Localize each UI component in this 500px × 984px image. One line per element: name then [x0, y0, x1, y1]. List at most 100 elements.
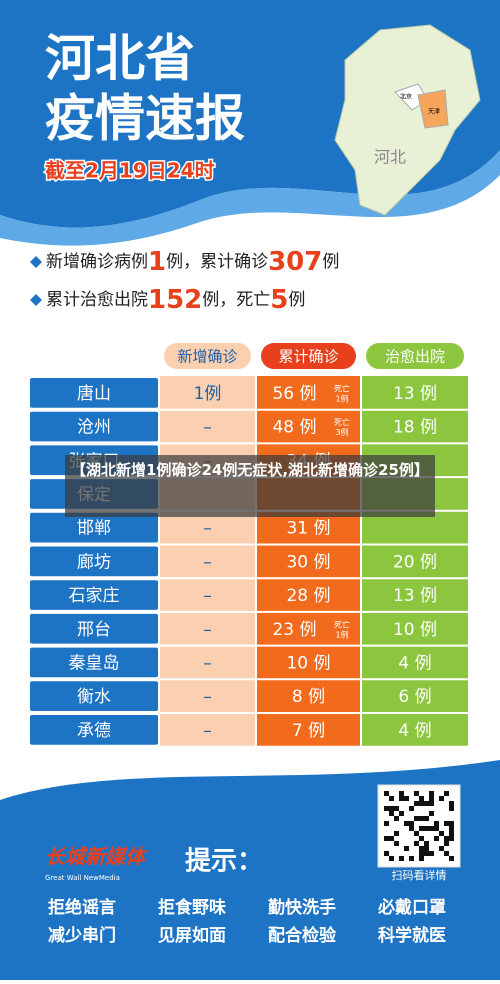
qr-cell [389, 856, 394, 861]
qr-cell [384, 821, 389, 826]
total-value: 7 例 [292, 721, 325, 741]
total-value: 10 例 [286, 653, 330, 673]
qr-cell [384, 806, 389, 811]
qr-cell [419, 796, 424, 801]
qr-cell [434, 821, 439, 826]
city-name: 承德 [77, 721, 111, 741]
qr-cell [439, 796, 444, 801]
qr-cell [404, 821, 409, 826]
qr-cell [394, 831, 399, 836]
qr-cell [414, 801, 419, 806]
qr-cell [414, 841, 419, 846]
new-value: – [203, 586, 212, 606]
qr-cell [414, 791, 419, 796]
qr-cell [419, 851, 424, 856]
qr-cell [429, 791, 434, 796]
tip: 勤快洗手 [268, 897, 336, 918]
new-value: – [203, 620, 212, 640]
qr-cell [414, 831, 419, 836]
qr-cell [419, 816, 424, 821]
total-value: 56 例 [272, 384, 316, 404]
cured-value: 6 例 [398, 687, 431, 707]
qr-cell [444, 841, 449, 846]
tip: 科学就医 [378, 925, 446, 946]
summary-text: 例，累计确诊 [166, 252, 268, 272]
qr-cell [384, 836, 389, 841]
overlay-wrap: 【湖北新增1例确诊24例无症状,湖北新增确诊25例】 [71, 461, 429, 479]
map-shape [334, 24, 481, 216]
city-cell [30, 715, 158, 745]
qr-cell [419, 846, 424, 851]
total-value: 31 例 [286, 519, 330, 539]
bullet [30, 256, 42, 268]
brand-en: Great Wall NewMedia [45, 874, 120, 882]
city-name: 石家庄 [69, 586, 120, 606]
summary-text: 新增确诊病例 [46, 252, 148, 272]
tip: 配合检验 [268, 925, 337, 946]
qr-cell [409, 821, 414, 826]
qr-cell [434, 826, 439, 831]
qr-cell [449, 806, 454, 811]
qr-cell [424, 801, 429, 806]
death-note: 1例 [335, 629, 348, 639]
qr-cell [429, 851, 434, 856]
qr-cell [419, 856, 424, 861]
cured-value: 18 例 [393, 418, 437, 438]
city-cell [30, 580, 158, 610]
qr-cell [419, 836, 424, 841]
map-label: 北京 [400, 93, 412, 101]
death-note: 1例 [335, 393, 348, 403]
qr-cell [389, 836, 394, 841]
column-bg [362, 376, 468, 747]
qr-cell [399, 791, 404, 796]
qr-cell [439, 831, 444, 836]
qr-cell [449, 821, 454, 826]
column-bg [257, 376, 360, 747]
summary-line: 累计治愈出院152例，死亡5例 [46, 285, 305, 315]
qr-cell [404, 846, 409, 851]
qr-cell [404, 796, 409, 801]
death-note: 3例 [335, 427, 348, 437]
qr-cell [424, 841, 429, 846]
map-label: 天津 [428, 109, 440, 116]
title: 疫情速报 [45, 90, 245, 148]
city-cell [30, 512, 158, 543]
city-cell [30, 411, 158, 442]
new-value: – [203, 687, 212, 707]
cured-value: 4 例 [398, 653, 431, 673]
total-value: 28 例 [286, 586, 330, 606]
map-label: 河北 [374, 148, 406, 167]
header-label: 累计确诊 [278, 348, 338, 366]
summary-text: 例 [288, 290, 305, 310]
summary-number: 307 [268, 247, 322, 277]
date: 截至2月19日24时 [45, 159, 215, 183]
qr-cell [449, 801, 454, 806]
summary-text: 例 [322, 252, 339, 272]
tip: 必戴口罩 [377, 897, 446, 918]
tip: 见屏如面 [158, 925, 226, 946]
tip: 拒食野味 [158, 897, 226, 918]
qr-cell [414, 816, 419, 821]
cured-value: 20 例 [393, 552, 437, 572]
qr-cell [424, 826, 429, 831]
qr-cell [399, 796, 404, 801]
city-name: 邢台 [77, 620, 111, 640]
death-note: 死亡 [334, 417, 350, 427]
qr-cell [394, 841, 399, 846]
death-note: 死亡 [334, 619, 350, 629]
total-value: 30 例 [286, 552, 330, 572]
city-cell [30, 681, 158, 711]
city-name: 沧州 [77, 418, 111, 438]
city-name: 秦皇岛 [69, 653, 120, 673]
qr-cell [399, 856, 404, 861]
tip-title: 提示： [185, 847, 263, 877]
qr-cell [444, 836, 449, 841]
total-value: 8 例 [292, 687, 325, 707]
city-name: 唐山 [77, 383, 111, 404]
footer-band [0, 760, 500, 980]
qr-cell [409, 856, 414, 861]
bullet [30, 294, 42, 306]
new-value: 1例 [194, 384, 222, 404]
brand: 长城新媒体 [45, 845, 148, 869]
